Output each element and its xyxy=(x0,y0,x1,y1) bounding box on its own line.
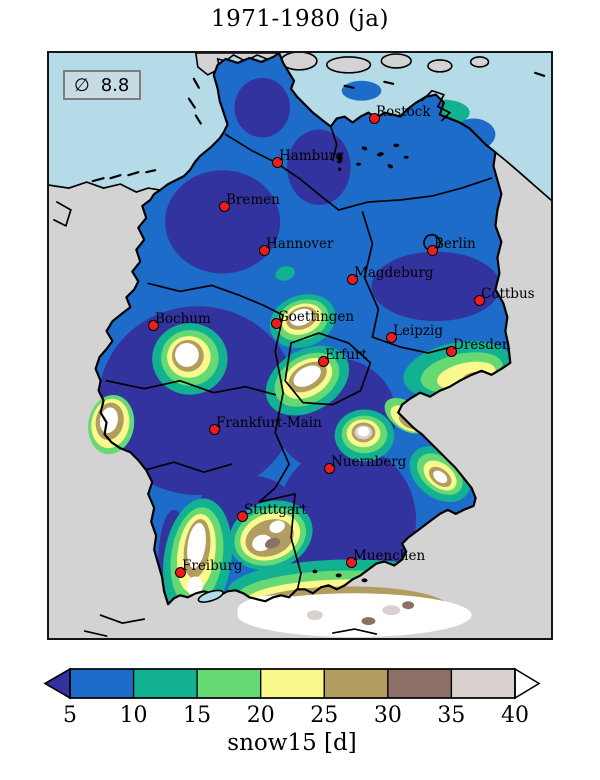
map-canvas: ∅ 8.8 Rostock Hamburg Bremen Hannover Berlin… xyxy=(47,51,553,640)
city-label: Cottbus xyxy=(481,286,535,302)
city-label: Dresden xyxy=(453,337,511,353)
city-marker-dot xyxy=(147,319,159,331)
page-title: 1971-1980 (ja) xyxy=(211,6,389,32)
city-label: Goettingen xyxy=(278,309,355,325)
colorbar-segment xyxy=(387,668,453,699)
colorbar-segment xyxy=(132,668,198,699)
city-label: Hamburg xyxy=(279,148,345,164)
colorbar-tick: 35 xyxy=(437,703,465,728)
city-marker-dot xyxy=(270,317,282,329)
city-marker-dot xyxy=(473,294,485,306)
city-markers-layer: Rostock Hamburg Bremen Hannover Berlin Magdeb… xyxy=(49,53,551,638)
city-marker-dot xyxy=(426,244,438,256)
city-label: Bochum xyxy=(155,311,211,327)
city-marker-dot xyxy=(271,156,283,168)
city-marker-dot xyxy=(258,244,270,256)
colorbar-tick: 15 xyxy=(183,703,211,728)
city-marker-dot xyxy=(208,423,220,435)
city-marker-dot xyxy=(218,200,230,212)
city-label: Berlin xyxy=(434,236,476,252)
city-label: Leipzig xyxy=(393,323,443,339)
city-marker-dot xyxy=(236,510,248,522)
colorbar-tick: 30 xyxy=(374,703,402,728)
colorbar-segment xyxy=(450,668,516,699)
city-marker-dot xyxy=(368,112,380,124)
city-label: Stuttgart xyxy=(244,502,307,518)
city-label: Hannover xyxy=(266,236,334,252)
city-marker-dot xyxy=(346,273,358,285)
germany-contour-map xyxy=(49,53,551,638)
city-label: Rostock xyxy=(376,104,431,120)
colorbar-tick: 40 xyxy=(501,703,529,728)
colorbar-over-arrow xyxy=(514,667,541,700)
city-label: Muenchen xyxy=(353,548,426,564)
mean-value-badge: ∅ 8.8 xyxy=(63,70,142,100)
city-label: Erfurt xyxy=(325,347,367,363)
city-label: Magdeburg xyxy=(354,265,434,281)
colorbar-segment xyxy=(196,668,262,699)
colorbar-tick: 20 xyxy=(247,703,275,728)
city-label: Nuernberg xyxy=(331,454,407,470)
colorbar: 5 10 15 20 25 30 35 40 snow15 [d] xyxy=(43,667,541,756)
city-label: Bremen xyxy=(226,192,280,208)
city-marker-dot xyxy=(317,355,329,367)
colorbar-label: snow15 [d] xyxy=(227,730,356,756)
city-marker-dot xyxy=(345,556,357,568)
colorbar-tick: 25 xyxy=(310,703,338,728)
city-marker-dot xyxy=(174,566,186,578)
colorbar-segment xyxy=(69,668,135,699)
mean-value: 8.8 xyxy=(100,74,130,96)
city-marker-dot xyxy=(445,345,457,357)
city-label: Frankfurt-Main xyxy=(216,415,322,431)
colorbar-tick: 5 xyxy=(63,703,77,728)
colorbar-tick: 10 xyxy=(120,703,148,728)
colorbar-under-arrow xyxy=(43,667,71,700)
city-label: Freiburg xyxy=(182,558,243,574)
colorbar-segment xyxy=(260,668,325,699)
city-marker-dot xyxy=(385,331,397,343)
city-marker-dot xyxy=(323,462,335,474)
mean-symbol: ∅ xyxy=(74,74,90,96)
colorbar-segment xyxy=(323,668,389,699)
